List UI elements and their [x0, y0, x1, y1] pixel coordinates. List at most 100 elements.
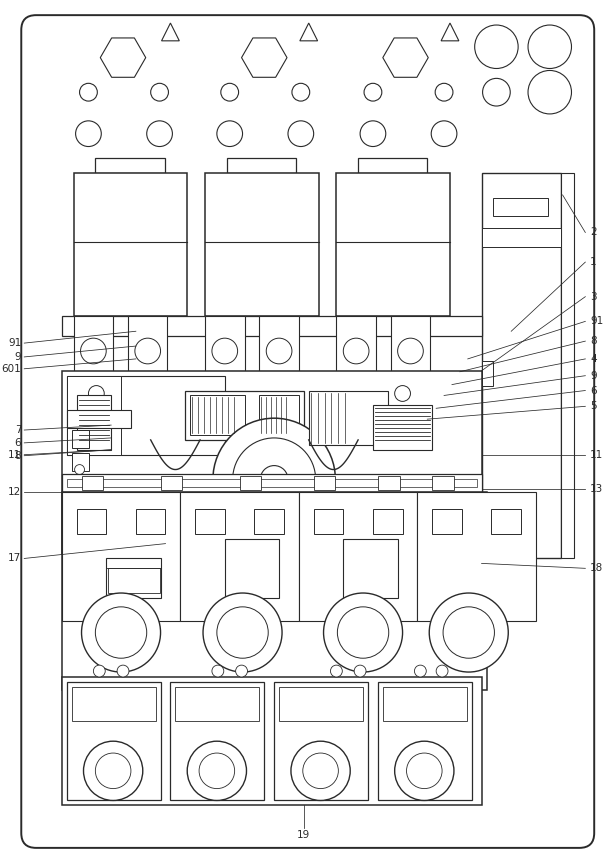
Bar: [337, 173, 450, 317]
Circle shape: [436, 665, 448, 677]
Text: 12: 12: [8, 487, 21, 497]
Circle shape: [212, 665, 224, 677]
Bar: [417, 492, 536, 621]
Circle shape: [233, 438, 316, 521]
Circle shape: [528, 70, 571, 114]
Circle shape: [95, 753, 131, 789]
Bar: [76, 395, 111, 450]
Bar: [71, 452, 89, 471]
Text: 1: 1: [590, 257, 597, 267]
Text: 18: 18: [590, 563, 604, 573]
Text: 19: 19: [297, 830, 310, 840]
Text: 7: 7: [15, 425, 21, 435]
Bar: [259, 317, 299, 371]
Circle shape: [84, 741, 143, 800]
Text: 13: 13: [590, 484, 604, 494]
Circle shape: [151, 83, 169, 101]
Bar: [67, 410, 131, 428]
Circle shape: [528, 25, 571, 68]
Bar: [81, 477, 103, 490]
Bar: [337, 317, 376, 371]
Polygon shape: [241, 38, 287, 77]
Text: 17: 17: [8, 554, 21, 563]
Circle shape: [292, 83, 310, 101]
Circle shape: [260, 465, 288, 493]
Circle shape: [266, 338, 292, 364]
Bar: [62, 492, 486, 689]
Bar: [74, 173, 187, 317]
Bar: [373, 509, 403, 534]
Bar: [71, 687, 156, 721]
Circle shape: [331, 665, 342, 677]
Bar: [205, 173, 318, 317]
Bar: [561, 173, 574, 559]
Circle shape: [483, 79, 510, 106]
Polygon shape: [161, 23, 179, 41]
Circle shape: [79, 83, 97, 101]
Circle shape: [414, 665, 426, 677]
Circle shape: [395, 741, 454, 800]
Bar: [108, 568, 159, 593]
Circle shape: [135, 338, 161, 364]
Bar: [491, 509, 521, 534]
Bar: [383, 687, 467, 721]
Bar: [494, 198, 548, 215]
Bar: [378, 477, 400, 490]
Text: 6: 6: [590, 386, 597, 395]
Bar: [170, 682, 265, 800]
Circle shape: [212, 338, 238, 364]
Bar: [161, 477, 182, 490]
Bar: [390, 317, 430, 371]
Bar: [225, 539, 279, 598]
Bar: [67, 375, 121, 455]
Circle shape: [217, 121, 243, 146]
Bar: [62, 371, 481, 554]
Circle shape: [337, 607, 389, 658]
Polygon shape: [100, 38, 146, 77]
Bar: [378, 682, 472, 800]
Bar: [299, 492, 417, 621]
FancyBboxPatch shape: [21, 16, 595, 848]
Bar: [62, 317, 481, 336]
Circle shape: [324, 593, 403, 672]
Circle shape: [93, 665, 105, 677]
Circle shape: [217, 607, 268, 658]
Bar: [95, 158, 164, 173]
Circle shape: [95, 607, 147, 658]
Circle shape: [360, 121, 386, 146]
Bar: [175, 687, 259, 721]
Text: 91: 91: [590, 317, 604, 326]
Bar: [62, 677, 481, 805]
Bar: [227, 158, 296, 173]
Bar: [205, 317, 244, 371]
Bar: [128, 317, 167, 371]
Bar: [481, 361, 494, 386]
Circle shape: [291, 741, 350, 800]
Circle shape: [395, 386, 411, 401]
Bar: [195, 509, 225, 534]
Bar: [106, 559, 161, 598]
Circle shape: [187, 741, 246, 800]
Circle shape: [81, 338, 106, 364]
Circle shape: [221, 83, 238, 101]
Text: 9: 9: [590, 371, 597, 381]
Bar: [481, 227, 561, 247]
Circle shape: [354, 665, 366, 677]
Circle shape: [288, 121, 313, 146]
Polygon shape: [300, 23, 318, 41]
Bar: [343, 539, 398, 598]
Polygon shape: [383, 38, 428, 77]
Circle shape: [435, 83, 453, 101]
Text: 6: 6: [15, 438, 21, 448]
Text: 3: 3: [590, 292, 597, 302]
Polygon shape: [441, 23, 459, 41]
Bar: [358, 158, 427, 173]
Bar: [279, 687, 363, 721]
Circle shape: [203, 593, 282, 672]
Bar: [67, 479, 477, 487]
Bar: [76, 509, 106, 534]
Text: 4: 4: [590, 354, 597, 364]
Circle shape: [406, 753, 442, 789]
Text: 91: 91: [8, 338, 21, 348]
Circle shape: [430, 593, 508, 672]
